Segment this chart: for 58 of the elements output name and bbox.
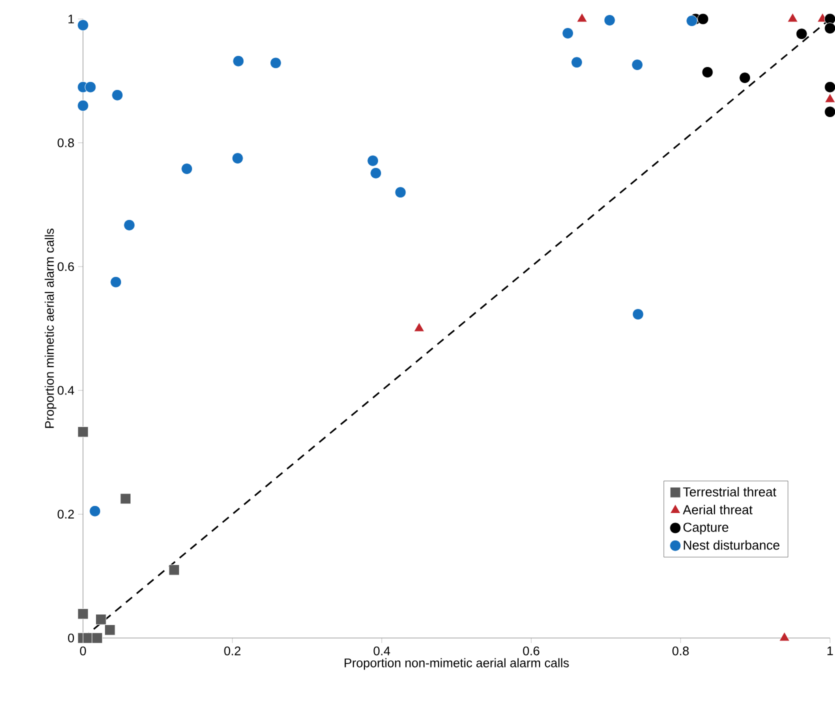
- x-tick-label: 0.4: [374, 646, 390, 656]
- point: [120, 493, 132, 504]
- point: [576, 12, 588, 22]
- x-tick-label: 0.6: [523, 646, 540, 656]
- y-tick-label: 0: [68, 634, 74, 642]
- point: [824, 106, 835, 118]
- point: [370, 167, 382, 179]
- x-tick-label: 1: [828, 646, 833, 656]
- point: [84, 81, 96, 93]
- y-tick-label: 0.4: [58, 386, 74, 395]
- point: [78, 426, 88, 438]
- y-tick-label: 0.2: [58, 510, 74, 519]
- x-tick-label: 0: [80, 646, 86, 656]
- point: [697, 13, 709, 25]
- point: [796, 28, 808, 40]
- point: [702, 66, 714, 78]
- point: [824, 22, 835, 34]
- legend-label: Aerial threat: [682, 504, 753, 514]
- x-tick-label: 0.8: [672, 646, 689, 656]
- point: [367, 155, 379, 166]
- point: [92, 632, 103, 644]
- point: [824, 13, 835, 25]
- point: [824, 81, 835, 93]
- legend-label: Nest disturbance: [684, 540, 780, 550]
- point: [78, 608, 88, 620]
- point: [112, 89, 124, 101]
- point: [232, 152, 244, 164]
- point: [168, 564, 180, 576]
- point: [95, 614, 106, 625]
- point: [270, 57, 282, 69]
- point: [124, 219, 136, 231]
- legend-label: Capture: [683, 522, 728, 534]
- point: [394, 186, 406, 198]
- point: [110, 276, 122, 288]
- x-tick-label: 0.2: [224, 646, 240, 656]
- y-tick-label: 0.6: [58, 262, 74, 272]
- x-axis-title: Proportion non-mimetic aerial alarm calls: [344, 658, 569, 670]
- y-tick-label: 1: [68, 14, 74, 24]
- point: [562, 28, 574, 39]
- point: [77, 19, 89, 31]
- point: [604, 14, 616, 26]
- point: [104, 624, 116, 636]
- point: [824, 93, 835, 103]
- point: [686, 15, 698, 27]
- y-axis-title: Proportion mimetic aerial alarm calls: [44, 228, 56, 428]
- legend-label: Terrestrial threat: [683, 486, 776, 496]
- point: [571, 56, 583, 68]
- point: [414, 322, 425, 332]
- point: [632, 308, 644, 320]
- point: [181, 163, 193, 175]
- point: [779, 632, 790, 642]
- y-tick-label: 0.8: [58, 138, 74, 148]
- point: [232, 55, 244, 67]
- point: [787, 12, 798, 22]
- point: [632, 59, 644, 71]
- point: [77, 100, 89, 112]
- point: [739, 72, 751, 84]
- point: [89, 505, 101, 517]
